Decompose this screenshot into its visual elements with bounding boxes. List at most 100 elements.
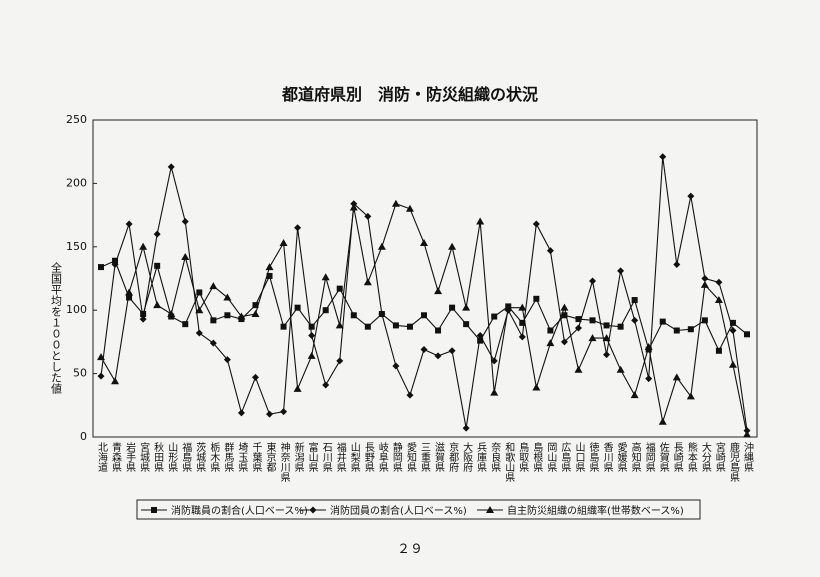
point — [686, 392, 695, 400]
point — [307, 351, 316, 359]
plot-frame — [92, 119, 758, 438]
point — [251, 373, 259, 381]
point — [490, 388, 499, 396]
point — [644, 342, 653, 350]
x-tick-label: 兵庫県 — [475, 441, 487, 473]
x-tick-label: 沖縄県 — [742, 441, 754, 473]
point — [350, 312, 357, 319]
point — [743, 430, 751, 438]
point — [251, 310, 260, 318]
point — [421, 312, 427, 319]
x-tick-label: 新潟県 — [292, 441, 304, 473]
x-tick-label: 岩手県 — [124, 441, 136, 473]
point — [181, 252, 190, 260]
point — [575, 316, 582, 323]
point — [449, 304, 456, 311]
point — [322, 381, 330, 389]
point — [321, 273, 330, 281]
point — [532, 220, 540, 228]
x-tick-label: 北海道 — [96, 442, 108, 472]
point — [728, 360, 737, 368]
legend-marker — [486, 506, 494, 513]
point — [673, 327, 680, 334]
point — [405, 204, 414, 212]
point — [630, 391, 639, 399]
point — [223, 293, 232, 301]
x-tick-label: 佐賀県 — [657, 442, 669, 473]
point — [182, 321, 189, 328]
point — [603, 322, 610, 329]
point — [700, 280, 709, 288]
point — [448, 347, 456, 355]
x-tick-label: 三重県 — [419, 442, 431, 473]
point — [279, 238, 288, 246]
point — [280, 323, 287, 330]
point — [518, 333, 526, 341]
point — [98, 264, 104, 271]
point — [209, 282, 218, 290]
point — [673, 261, 681, 269]
point — [209, 339, 217, 347]
x-tick-label: 高知県 — [629, 441, 641, 473]
point — [560, 303, 569, 311]
point — [265, 263, 274, 271]
point — [645, 375, 653, 383]
point — [363, 278, 372, 286]
x-tick-label: 滋賀県 — [433, 441, 445, 473]
x-tick-label: 奈良県 — [489, 441, 501, 473]
point — [518, 303, 527, 311]
point — [533, 295, 540, 302]
point — [659, 318, 666, 325]
point — [631, 316, 639, 324]
x-tick-label: 山形県 — [166, 442, 178, 473]
x-tick-label: 宮城県 — [138, 441, 150, 473]
point — [434, 352, 442, 360]
x-tick-label: 岡山県 — [545, 442, 557, 473]
x-tick-label: 福岡県 — [643, 441, 655, 473]
point — [701, 317, 708, 324]
x-tick-label: 福島県 — [180, 441, 192, 473]
point — [195, 306, 204, 314]
point — [153, 301, 162, 309]
x-tick-label: 和歌山県 — [503, 442, 515, 483]
point — [154, 262, 161, 269]
x-tick-label: 広島県 — [559, 441, 571, 473]
point — [195, 329, 203, 337]
point — [476, 332, 484, 340]
x-tick-label: 香川県 — [601, 442, 613, 473]
point — [392, 362, 400, 370]
point — [378, 310, 386, 318]
point — [223, 356, 231, 364]
point — [336, 357, 344, 365]
point — [574, 365, 583, 373]
point — [658, 417, 667, 425]
x-tick-label: 愛知県 — [404, 441, 416, 473]
point — [167, 163, 175, 171]
x-tick-label: 福井県 — [334, 441, 346, 473]
point — [364, 212, 372, 220]
point — [266, 410, 274, 418]
legend-label: 自主防災組織の組織率(世帯数ベース%) — [507, 504, 684, 517]
x-tick-label: 秋田県 — [152, 441, 164, 473]
point — [406, 323, 413, 330]
point — [237, 409, 245, 417]
point — [335, 321, 344, 329]
point — [308, 332, 316, 340]
point — [434, 287, 443, 295]
point — [126, 294, 133, 301]
legend-box — [136, 499, 701, 520]
point — [392, 322, 399, 329]
x-tick-label: 徳島県 — [587, 441, 599, 473]
point — [210, 317, 217, 324]
point — [729, 319, 736, 326]
point — [97, 353, 105, 361]
point — [111, 261, 119, 269]
point — [294, 224, 302, 232]
point — [377, 242, 386, 250]
point — [687, 192, 695, 200]
x-tick-label: 島根県 — [531, 441, 543, 473]
point — [589, 317, 596, 324]
point — [546, 339, 555, 347]
x-tick-label: 埼玉県 — [236, 441, 248, 473]
point — [294, 304, 301, 311]
